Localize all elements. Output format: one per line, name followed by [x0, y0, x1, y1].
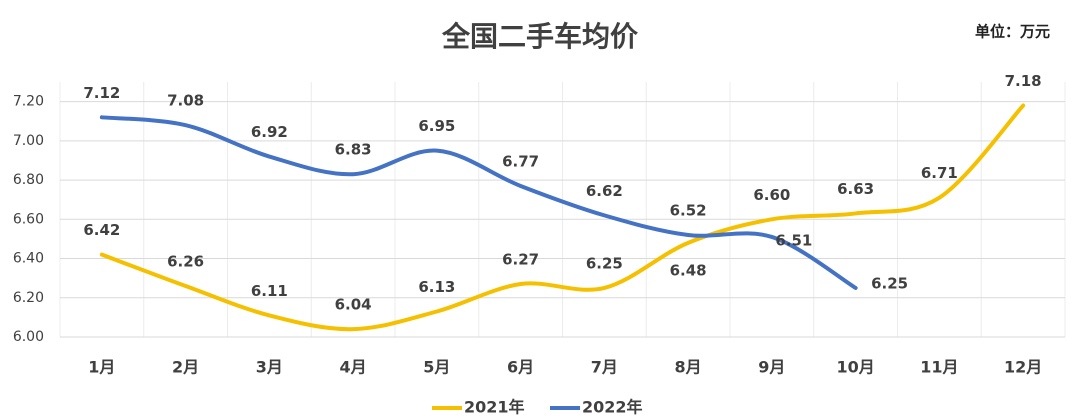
y-tick-label: 7.00: [13, 133, 44, 149]
x-tick-label: 6月: [507, 358, 534, 377]
x-tick-label: 7月: [591, 358, 618, 377]
x-tick-label: 1月: [88, 358, 115, 377]
value-label: 6.77: [502, 152, 539, 170]
x-tick-label: 10月: [836, 358, 874, 377]
value-label: 6.62: [586, 182, 623, 200]
value-label: 6.42: [83, 221, 120, 239]
series-line: [99, 115, 858, 290]
value-label: 6.92: [251, 123, 288, 141]
y-tick-label: 6.00: [13, 329, 44, 345]
value-label: 6.13: [418, 278, 455, 296]
value-label: 6.25: [586, 254, 623, 272]
value-label: 6.52: [670, 202, 707, 220]
value-label: 7.18: [1005, 72, 1042, 90]
value-label: 6.26: [167, 253, 204, 271]
x-tick-label: 8月: [675, 358, 702, 377]
unit-label: 单位：万元: [975, 23, 1050, 41]
y-tick-label: 6.20: [13, 290, 44, 306]
y-tick-label: 6.80: [13, 172, 44, 188]
chart-title: 全国二手车均价: [441, 20, 639, 53]
x-tick-label: 3月: [256, 358, 283, 377]
x-tick-label: 4月: [340, 358, 367, 377]
y-tick-label: 6.40: [13, 251, 44, 267]
x-tick-label: 11月: [920, 358, 958, 377]
value-label: 6.48: [670, 261, 707, 279]
series-line: [99, 103, 1026, 332]
x-tick-label: 12月: [1004, 358, 1042, 377]
value-label: 6.63: [837, 180, 874, 198]
y-tick-label: 7.20: [13, 94, 44, 110]
y-tick-label: 6.60: [13, 211, 44, 227]
value-label: 6.27: [502, 251, 539, 269]
legend-label: 2021年: [464, 398, 525, 417]
x-tick-label: 9月: [758, 358, 785, 377]
x-tick-label: 2月: [172, 358, 199, 377]
value-label: 6.95: [418, 117, 455, 135]
value-label: 6.51: [775, 231, 812, 249]
legend-label: 2022年: [582, 398, 643, 417]
value-label: 7.12: [83, 84, 120, 102]
value-label: 6.11: [251, 282, 288, 300]
x-tick-label: 5月: [423, 358, 450, 377]
value-label: 6.25: [871, 274, 908, 292]
value-label: 7.08: [167, 92, 204, 110]
value-label: 6.04: [335, 296, 372, 314]
value-label: 6.71: [921, 164, 958, 182]
value-label: 6.60: [753, 186, 790, 204]
value-label: 6.83: [335, 141, 372, 159]
